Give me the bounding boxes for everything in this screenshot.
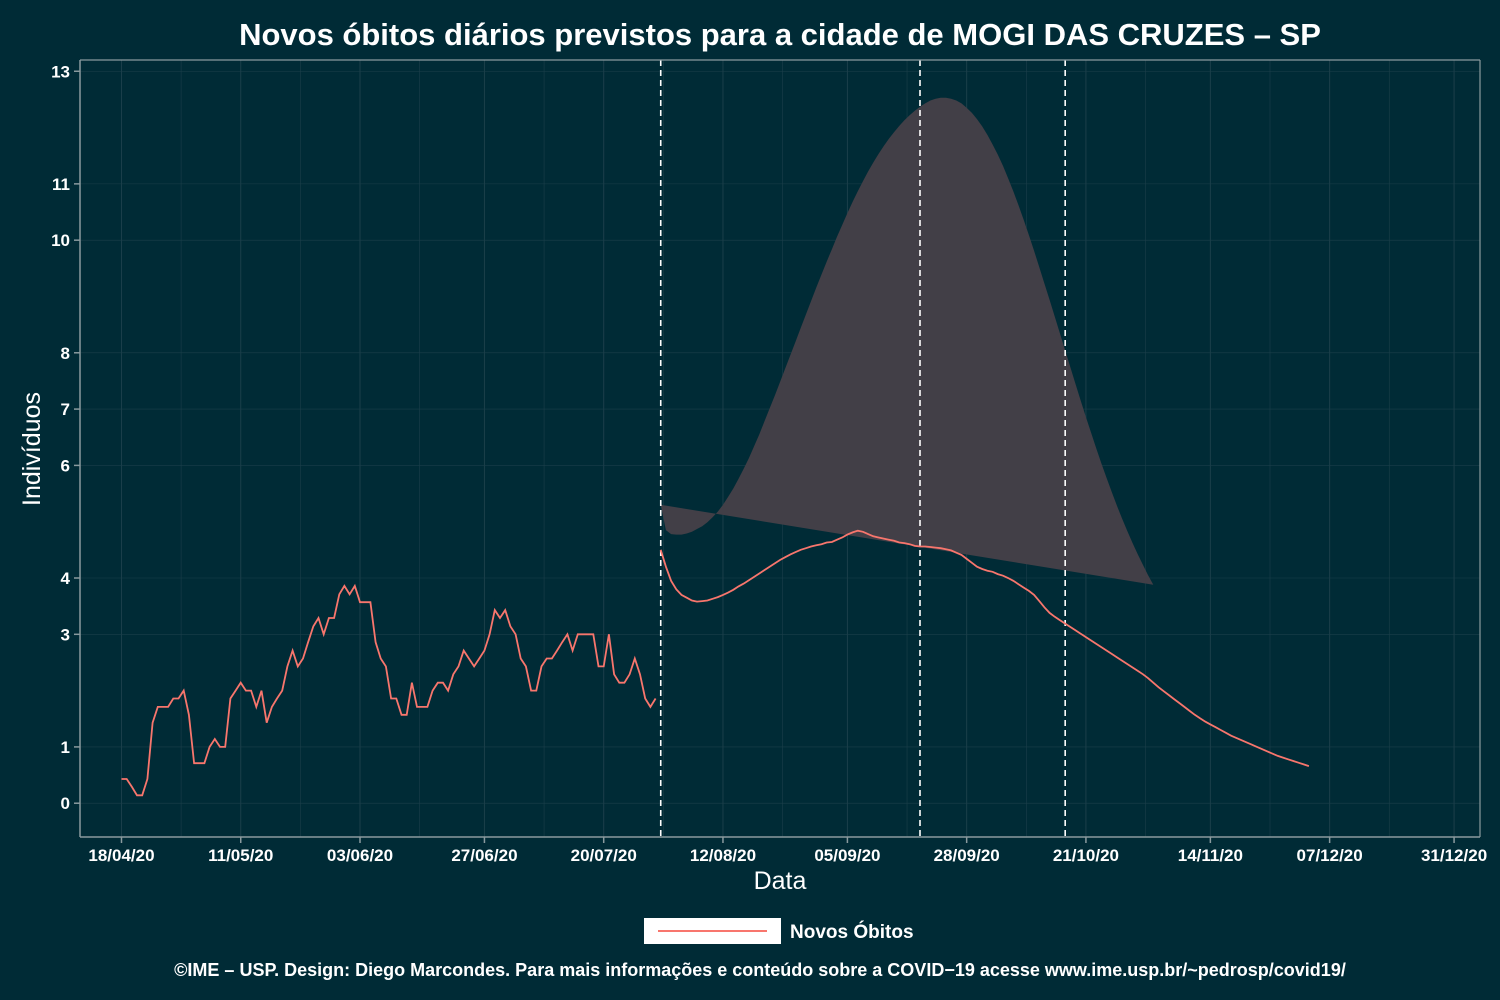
y-tick-label: 11 bbox=[52, 175, 70, 194]
x-tick-label: 28/09/20 bbox=[934, 846, 1000, 865]
x-tick-label: 11/05/20 bbox=[208, 846, 273, 865]
x-tick-label: 31/12/20 bbox=[1421, 846, 1487, 865]
x-tick-label: 21/10/20 bbox=[1053, 846, 1119, 865]
line-layer bbox=[121, 529, 1310, 797]
y-tick-label: 6 bbox=[61, 456, 70, 475]
x-tick-label: 27/06/20 bbox=[451, 846, 517, 865]
confidence-band-layer bbox=[660, 97, 1154, 585]
forecast-deaths-line bbox=[659, 529, 1310, 767]
footer-caption: ©IME – USP. Design: Diego Marcondes. Par… bbox=[174, 960, 1346, 980]
x-tick-label: 12/08/20 bbox=[690, 846, 756, 865]
observed-deaths-line bbox=[121, 583, 657, 797]
y-tick-label: 10 bbox=[51, 231, 70, 250]
y-axis-title: Indivíduos bbox=[18, 392, 46, 506]
y-tick-label: 0 bbox=[61, 794, 70, 813]
x-tick-label: 03/06/20 bbox=[327, 846, 393, 865]
confidence-band bbox=[660, 97, 1154, 585]
y-tick-label: 7 bbox=[61, 400, 70, 419]
x-tick-label: 07/12/20 bbox=[1297, 846, 1363, 865]
x-tick-labels: 18/04/20 11/05/20 03/06/20 27/06/20 20/07/20… bbox=[88, 846, 1487, 865]
x-axis-title: Data bbox=[754, 867, 807, 895]
x-tick-label: 20/07/20 bbox=[571, 846, 637, 865]
x-tick-label: 05/09/20 bbox=[814, 846, 880, 865]
x-tick-label: 18/04/20 bbox=[88, 846, 154, 865]
axes-layer bbox=[74, 59, 1481, 843]
x-tick-label: 14/11/20 bbox=[1178, 846, 1243, 865]
y-tick-label: 8 bbox=[61, 344, 70, 363]
y-tick-label: 4 bbox=[61, 569, 71, 588]
legend: Novos Óbitos bbox=[644, 918, 914, 944]
y-tick-label: 13 bbox=[51, 62, 70, 81]
y-tick-label: 3 bbox=[61, 625, 70, 644]
y-tick-label: 1 bbox=[61, 738, 70, 757]
chart-title: Novos óbitos diários previstos para a ci… bbox=[239, 17, 1321, 52]
legend-label: Novos Óbitos bbox=[790, 921, 914, 943]
